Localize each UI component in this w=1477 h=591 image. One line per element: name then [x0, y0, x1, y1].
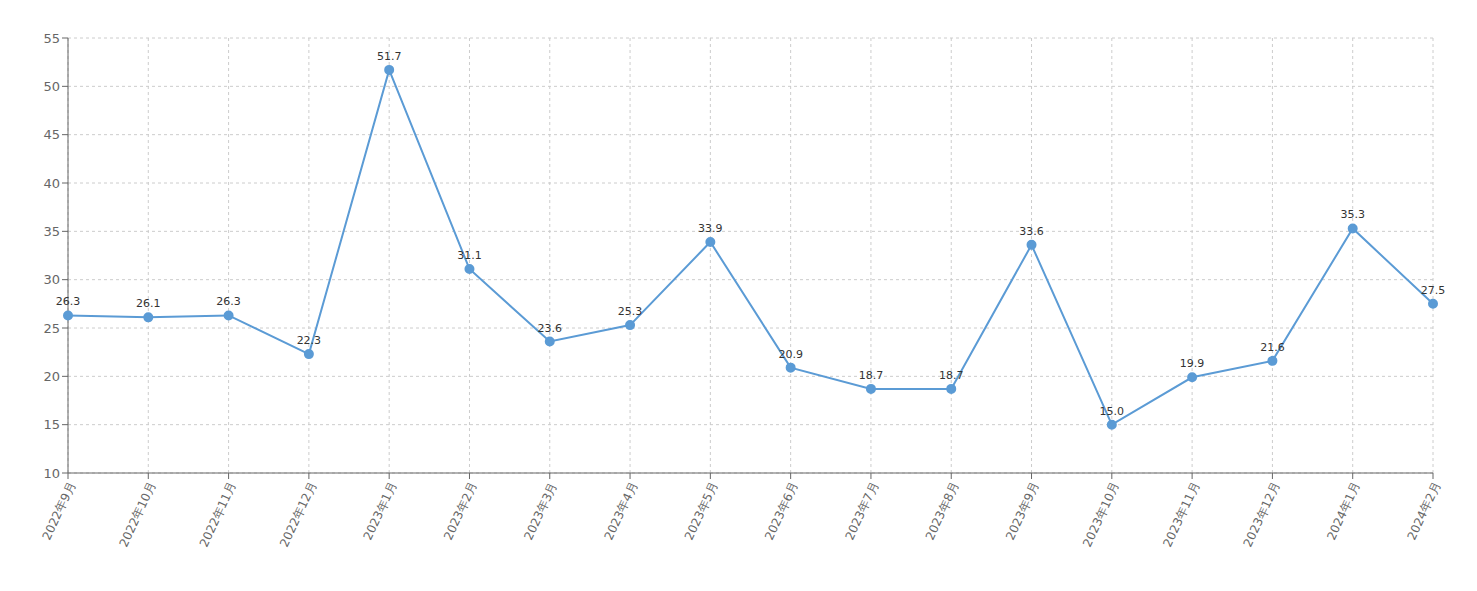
svg-text:35: 35	[43, 224, 60, 239]
svg-text:22.3: 22.3	[297, 334, 322, 347]
svg-text:21.6: 21.6	[1260, 341, 1285, 354]
svg-text:18.7: 18.7	[859, 369, 884, 382]
svg-text:55: 55	[43, 31, 60, 46]
svg-text:33.9: 33.9	[698, 222, 723, 235]
svg-text:35.3: 35.3	[1340, 208, 1365, 221]
svg-text:2022年10月: 2022年10月	[117, 480, 159, 549]
svg-text:25.3: 25.3	[618, 305, 643, 318]
svg-text:23.6: 23.6	[538, 322, 563, 335]
svg-text:2023年1月: 2023年1月	[361, 480, 400, 542]
svg-text:31.1: 31.1	[457, 249, 482, 262]
svg-text:2023年9月: 2023年9月	[1003, 480, 1042, 542]
svg-text:18.7: 18.7	[939, 369, 964, 382]
svg-text:2023年5月: 2023年5月	[682, 480, 721, 542]
svg-text:2023年12月: 2023年12月	[1241, 480, 1283, 549]
svg-text:2023年2月: 2023年2月	[441, 480, 480, 542]
svg-text:45: 45	[43, 127, 60, 142]
svg-text:27.5: 27.5	[1421, 284, 1446, 297]
svg-text:40: 40	[43, 176, 60, 191]
svg-text:15: 15	[43, 417, 60, 432]
svg-text:25: 25	[43, 321, 60, 336]
svg-text:2023年11月: 2023年11月	[1160, 480, 1202, 549]
svg-text:2023年8月: 2023年8月	[923, 480, 962, 542]
svg-text:19.9: 19.9	[1180, 357, 1205, 370]
svg-text:30: 30	[43, 272, 60, 287]
svg-text:15.0: 15.0	[1100, 405, 1125, 418]
svg-text:10: 10	[43, 466, 60, 481]
svg-text:2023年7月: 2023年7月	[842, 480, 881, 542]
svg-text:26.1: 26.1	[136, 297, 161, 310]
svg-text:26.3: 26.3	[216, 295, 241, 308]
svg-text:20: 20	[43, 369, 60, 384]
svg-text:50: 50	[43, 79, 60, 94]
svg-text:2022年12月: 2022年12月	[277, 480, 319, 549]
svg-text:2024年1月: 2024年1月	[1324, 480, 1363, 542]
svg-text:33.6: 33.6	[1019, 225, 1044, 238]
svg-text:51.7: 51.7	[377, 50, 402, 63]
svg-text:2023年4月: 2023年4月	[602, 480, 641, 542]
svg-text:2022年11月: 2022年11月	[197, 480, 239, 549]
svg-text:2023年6月: 2023年6月	[762, 480, 801, 542]
svg-text:2023年3月: 2023年3月	[521, 480, 560, 542]
svg-text:2022年9月: 2022年9月	[39, 480, 78, 542]
svg-text:2023年10月: 2023年10月	[1080, 480, 1122, 549]
svg-text:26.3: 26.3	[56, 295, 81, 308]
svg-text:20.9: 20.9	[778, 348, 803, 361]
svg-text:2024年2月: 2024年2月	[1404, 480, 1443, 542]
